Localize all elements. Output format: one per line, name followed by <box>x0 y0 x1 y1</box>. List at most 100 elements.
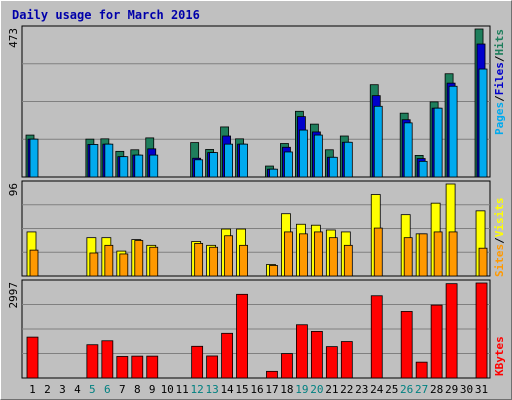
pages-bar <box>224 143 233 178</box>
kbytes-bar <box>146 355 159 379</box>
sites-bar <box>29 249 39 277</box>
legend-kbytes: KBytes <box>493 336 506 376</box>
day-label: 5 <box>89 383 96 396</box>
kbytes-bar <box>86 344 99 379</box>
side-legend: KBytes <box>493 336 506 376</box>
day-label: 17 <box>265 383 278 396</box>
legend-sep: / <box>493 237 506 244</box>
side-legend: Sites/Visits <box>493 198 506 278</box>
pages-bar <box>328 156 338 178</box>
sites-bar <box>134 240 144 277</box>
day-label: 27 <box>415 383 428 396</box>
pages-bar <box>119 156 129 178</box>
pages-bar <box>239 143 248 178</box>
sites-bar <box>209 246 219 277</box>
day-label: 13 <box>205 383 218 396</box>
pages-bar <box>448 85 458 178</box>
legend-sites: Sites <box>493 244 506 277</box>
kbytes-bar <box>26 336 39 379</box>
day-label: 19 <box>295 383 308 396</box>
sites-bar <box>403 237 413 277</box>
pages-bar <box>478 68 488 178</box>
day-label: 28 <box>430 383 443 396</box>
day-label: 25 <box>385 383 398 396</box>
legend-files: Files <box>493 62 506 95</box>
pages-bar <box>149 154 159 178</box>
sites-bar <box>448 231 458 277</box>
sites-bar <box>104 244 114 277</box>
kbytes-bar <box>131 355 144 379</box>
sites-bar <box>194 243 204 277</box>
day-label: 31 <box>475 383 488 396</box>
day-label: 10 <box>161 383 174 396</box>
day-label: 1 <box>29 383 36 396</box>
legend-visits: Visits <box>493 198 506 238</box>
sites-bar <box>313 231 323 277</box>
day-label: 23 <box>355 383 368 396</box>
pages-bar <box>104 143 114 178</box>
pages-bar <box>433 107 443 178</box>
sites-bar <box>328 237 338 277</box>
sites-bar <box>433 231 443 277</box>
day-label: 20 <box>310 383 323 396</box>
pages-bar <box>134 154 144 178</box>
kbytes-bar <box>325 346 338 379</box>
sites-bar <box>343 244 353 277</box>
kbytes-bar <box>101 340 114 379</box>
sites-bar <box>224 235 233 277</box>
pages-bar <box>269 168 278 178</box>
sites-bar <box>89 252 99 277</box>
day-label: 22 <box>340 383 353 396</box>
kbytes-bar <box>266 370 278 379</box>
sites-bar <box>478 247 488 277</box>
max-label-mid: 96 <box>7 183 20 196</box>
day-label: 30 <box>460 383 473 396</box>
kbytes-bar <box>221 332 233 379</box>
legend-sep: / <box>493 55 506 62</box>
day-label: 3 <box>59 383 66 396</box>
max-label-top: 473 <box>7 28 20 48</box>
kbytes-bar <box>400 311 413 379</box>
day-label: 21 <box>325 383 338 396</box>
sites-bar <box>269 265 278 277</box>
kbytes-bar <box>116 356 129 379</box>
sites-bar <box>299 233 308 277</box>
kbytes-bar <box>340 341 353 379</box>
day-label: 12 <box>191 383 204 396</box>
kbytes-bar <box>206 355 219 379</box>
kbytes-bar <box>415 361 428 379</box>
day-label: 15 <box>235 383 248 396</box>
day-label: 4 <box>74 383 81 396</box>
day-label: 18 <box>280 383 293 396</box>
kbytes-bar <box>310 331 323 379</box>
day-label: 6 <box>104 383 111 396</box>
pages-bar <box>403 122 413 178</box>
sites-bar <box>119 253 129 277</box>
legend-sep: / <box>493 95 506 102</box>
pages-bar <box>343 141 353 178</box>
sites-bar <box>373 227 383 277</box>
legend-hits: Hits <box>493 29 506 56</box>
kbytes-bar <box>430 304 443 379</box>
kbytes-bar <box>445 283 458 379</box>
pages-bar <box>29 138 39 178</box>
pages-bar <box>89 144 99 178</box>
chart-title: Daily usage for March 2016 <box>12 8 200 22</box>
pages-bar <box>194 159 204 178</box>
legend-pages: Pages <box>493 102 506 135</box>
pages-bar <box>209 152 219 178</box>
day-label: 29 <box>445 383 458 396</box>
sites-bar <box>284 231 293 277</box>
sites-bar <box>149 246 159 277</box>
kbytes-bar <box>281 353 293 379</box>
day-label: 16 <box>250 383 263 396</box>
pages-bar <box>313 134 323 178</box>
day-label: 7 <box>119 383 126 396</box>
kbytes-bar <box>475 282 488 379</box>
day-label: 9 <box>149 383 156 396</box>
day-label: 26 <box>400 383 413 396</box>
kbytes-bar <box>191 345 204 379</box>
max-label-bot: 2997 <box>7 282 20 309</box>
day-label: 24 <box>370 383 384 396</box>
